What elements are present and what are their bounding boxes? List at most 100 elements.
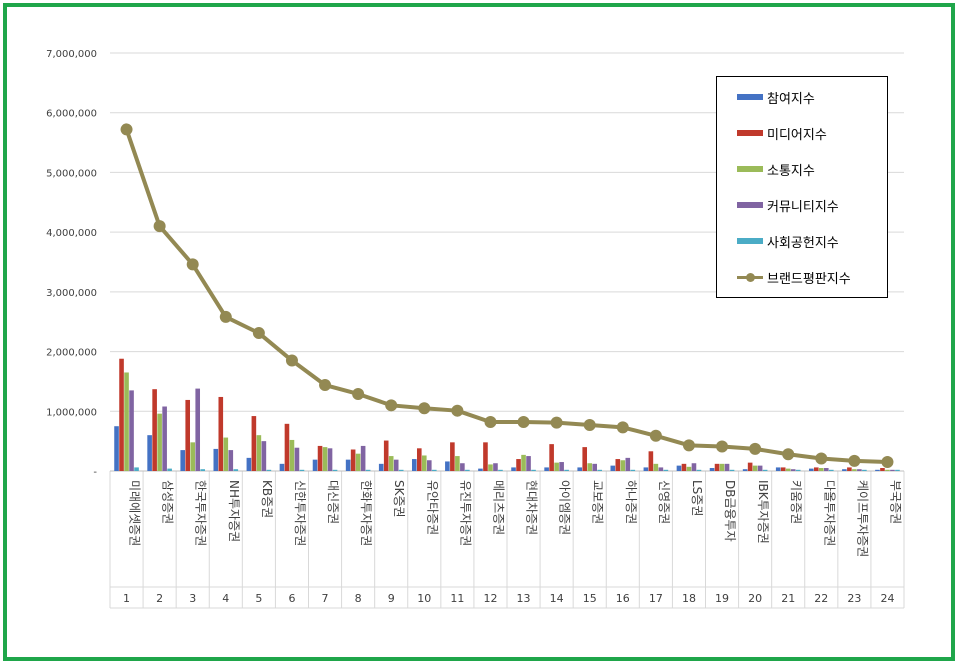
bar-1-12 <box>478 468 483 471</box>
category-index-3: 3 <box>189 592 196 605</box>
bar-4-9 <box>393 459 399 471</box>
bar-4-7 <box>327 448 333 471</box>
reputation-point-9 <box>385 399 398 412</box>
bar-5-6 <box>299 469 305 471</box>
category-label-17: 신영증권 <box>657 480 671 524</box>
category-label-21: 키움증권 <box>789 480 803 524</box>
category-label-6: 신한투자증권 <box>293 480 307 546</box>
bar-3-4 <box>223 437 229 471</box>
bar-5-4 <box>233 469 239 471</box>
bar-5-18 <box>696 469 702 471</box>
bar-2-17 <box>648 451 654 471</box>
bar-1-21 <box>775 467 781 471</box>
bar-4-17 <box>658 467 664 471</box>
legend-item-community: 커뮤니티지수 <box>717 195 839 215</box>
bar-3-17 <box>653 463 659 471</box>
bar-4-4 <box>228 450 234 471</box>
bar-2-10 <box>416 448 422 471</box>
category-label-3: 한국투자증권 <box>194 480 208 546</box>
bar-5-14 <box>564 469 569 471</box>
reputation-point-20 <box>749 442 762 455</box>
reputation-point-16 <box>616 421 629 434</box>
category-index-4: 4 <box>222 592 229 605</box>
bar-2-9 <box>383 440 389 471</box>
y-tick-label: 2,000,000 <box>46 348 97 359</box>
category-label-23: 케이프투자증권 <box>855 480 869 557</box>
category-label-20: IBK투자증권 <box>756 480 770 544</box>
category-index-24: 24 <box>880 592 894 605</box>
legend-swatch-media <box>737 130 763 136</box>
category-index-22: 22 <box>814 592 828 605</box>
legend-label-media: 미디어지수 <box>767 127 827 143</box>
reputation-point-1 <box>120 123 133 136</box>
reputation-point-11 <box>451 404 464 417</box>
y-tick-label: 7,000,000 <box>46 49 97 60</box>
bar-2-13 <box>516 459 521 471</box>
bar-4-1 <box>129 390 134 471</box>
bar-1-20 <box>742 469 748 471</box>
legend-item-social: 사회공헌지수 <box>717 231 839 251</box>
reputation-point-21 <box>782 448 795 461</box>
y-tick-label: - <box>93 467 97 478</box>
bar-3-2 <box>157 413 162 471</box>
bar-2-21 <box>780 467 786 471</box>
bar-5-15 <box>597 469 603 471</box>
bar-1-24 <box>875 469 880 471</box>
category-index-23: 23 <box>847 592 861 605</box>
legend-item-reputation: 브랜드평판지수 <box>717 267 851 287</box>
bar-3-5 <box>256 435 262 471</box>
reputation-point-18 <box>682 439 695 452</box>
reputation-point-24 <box>881 456 894 469</box>
legend-item-media: 미디어지수 <box>717 123 827 143</box>
reputation-point-17 <box>649 429 662 442</box>
legend-item-participation: 참여지수 <box>717 87 815 107</box>
bar-4-23 <box>857 469 862 471</box>
bar-4-5 <box>261 441 267 471</box>
bar-3-22 <box>818 468 824 471</box>
bar-3-13 <box>521 454 526 471</box>
reputation-point-3 <box>186 258 199 271</box>
category-label-16: 하나증권 <box>624 480 638 524</box>
category-label-2: 삼성증권 <box>161 480 175 524</box>
bar-2-5 <box>251 416 257 471</box>
bar-1-16 <box>610 465 616 471</box>
bar-4-14 <box>559 462 564 471</box>
bar-4-13 <box>526 456 531 471</box>
bar-1-3 <box>180 450 186 471</box>
bar-3-20 <box>752 465 758 471</box>
category-label-13: 현대차증권 <box>525 480 539 535</box>
bar-5-19 <box>729 469 735 471</box>
legend-swatch-social <box>737 238 763 244</box>
bar-5-7 <box>332 469 338 471</box>
bar-4-21 <box>790 469 796 471</box>
bar-2-2 <box>152 389 157 471</box>
bar-2-4 <box>218 396 224 471</box>
bar-4-24 <box>890 469 895 471</box>
reputation-point-10 <box>418 402 431 415</box>
legend-swatch-communication <box>737 166 763 172</box>
bar-2-12 <box>483 442 488 471</box>
category-label-11: 유진투자증권 <box>458 480 472 546</box>
bar-1-7 <box>312 459 318 471</box>
y-tick-label: 5,000,000 <box>46 168 97 179</box>
bar-2-22 <box>813 467 819 471</box>
category-label-18: LS증권 <box>690 480 704 516</box>
bar-3-18 <box>686 466 692 471</box>
bar-4-18 <box>691 463 697 471</box>
bar-5-17 <box>663 469 669 471</box>
bar-4-20 <box>757 465 763 471</box>
bar-2-7 <box>317 445 323 471</box>
category-label-12: 메리츠증권 <box>491 480 505 535</box>
reputation-point-12 <box>484 416 497 429</box>
category-index-17: 17 <box>649 592 663 605</box>
legend-item-communication: 소통지수 <box>717 159 815 179</box>
category-index-15: 15 <box>583 592 597 605</box>
legend-label-community: 커뮤니티지수 <box>767 199 839 215</box>
bar-3-21 <box>785 468 791 471</box>
reputation-point-19 <box>716 440 729 453</box>
bar-5-1 <box>134 467 139 471</box>
bar-3-1 <box>124 372 129 471</box>
category-index-8: 8 <box>355 592 362 605</box>
category-label-5: KB증권 <box>260 480 274 518</box>
bar-3-8 <box>355 453 361 471</box>
